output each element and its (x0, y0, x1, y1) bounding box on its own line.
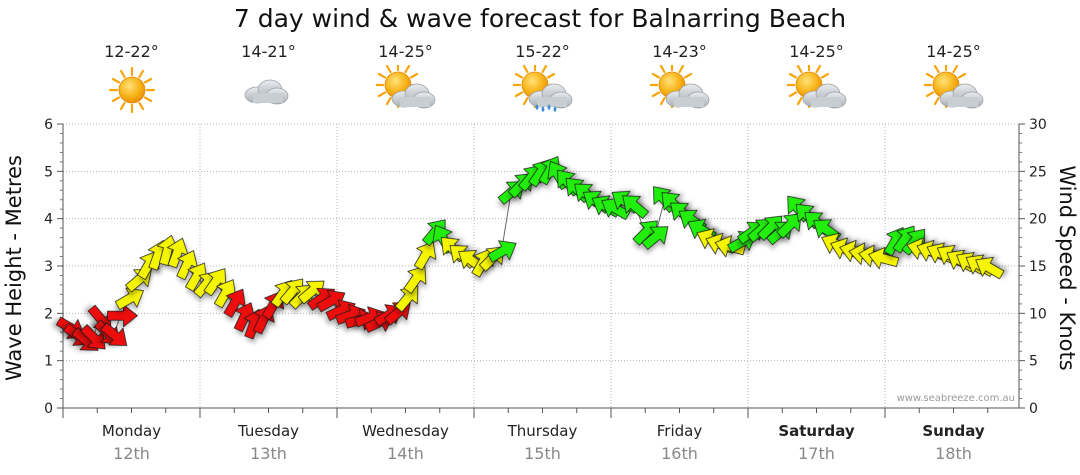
wind-arrow-point (487, 240, 517, 263)
x-day-name: Friday (657, 422, 703, 440)
x-day-name: Wednesday (362, 422, 449, 440)
y-tick-label-left: 2 (44, 306, 53, 322)
wind-arrow-point (622, 195, 649, 220)
sunny-icon (108, 66, 155, 114)
chart-title: 7 day wind & wave forecast for Balnarrin… (233, 4, 847, 33)
wind-arrow-point (100, 322, 128, 346)
y-axis-left-label: Wave Height - Metres (2, 155, 26, 381)
x-day-date: 12th (113, 444, 150, 463)
credit-watermark: www.seabreeze.com.au (897, 393, 1015, 404)
x-day-date: 15th (524, 444, 561, 463)
wind-arrow-point (975, 256, 1005, 280)
y-tick-label-left: 6 (44, 117, 53, 133)
wind-arrow-point (776, 213, 802, 239)
x-day-name: Saturday (778, 422, 855, 440)
x-day-date: 14th (387, 444, 424, 463)
x-day-name: Monday (102, 422, 161, 440)
y-tick-label-right: 0 (1029, 401, 1038, 417)
forecast-day-header: 14-21° (209, 42, 329, 115)
wind-arrow-point (403, 265, 427, 294)
partly-cloudy-icon (923, 65, 983, 109)
y-tick-label-right: 25 (1029, 164, 1047, 180)
wind-arrow-point (114, 287, 144, 310)
cloudy-icon (244, 79, 288, 105)
x-day-name: Tuesday (237, 422, 299, 440)
x-day-name: Sunday (922, 422, 985, 440)
y-tick-label-right: 15 (1029, 259, 1047, 275)
forecast-day-header: 14-23° (620, 42, 740, 115)
x-day-date: 18th (935, 444, 972, 463)
forecast-day-header: 12-22° (72, 42, 192, 115)
y-tick-label-left: 0 (44, 401, 53, 417)
temperature-range: 14-21° (241, 42, 296, 61)
y-tick-label-left: 1 (44, 354, 53, 370)
partly-cloudy-icon (786, 65, 846, 109)
temperature-range: 14-25° (789, 42, 844, 61)
x-day-name: Thursday (507, 422, 578, 440)
forecast-day-header: 14-25° (894, 42, 1014, 115)
y-tick-label-right: 10 (1029, 306, 1047, 322)
x-day-date: 16th (661, 444, 698, 463)
forecast-day-header: 15-22° (483, 42, 603, 115)
y-tick-label-left: 3 (44, 259, 53, 275)
y-tick-label-right: 5 (1029, 354, 1038, 370)
temperature-range: 14-25° (378, 42, 433, 61)
y-tick-label-right: 30 (1029, 117, 1047, 133)
y-tick-label-right: 20 (1029, 212, 1047, 228)
showers-icon (512, 65, 572, 112)
wind-arrow-point (868, 247, 900, 270)
y-tick-label-left: 4 (44, 212, 53, 228)
temperature-range: 15-22° (515, 42, 570, 61)
wind-arrow-point (413, 241, 437, 271)
x-day-date: 13th (250, 444, 287, 463)
temperature-range: 12-22° (104, 42, 159, 61)
wind-arrow-point (641, 226, 669, 250)
forecast-day-header: 14-25° (757, 42, 877, 115)
partly-cloudy-icon (649, 65, 709, 109)
x-day-date: 17th (798, 444, 835, 463)
partly-cloudy-icon (375, 65, 435, 109)
temperature-range: 14-23° (652, 42, 707, 61)
y-tick-label-left: 5 (44, 164, 53, 180)
forecast-day-header: 14-25° (346, 42, 466, 115)
y-axis-right-label: Wind Speed - Knots (1055, 165, 1079, 370)
temperature-range: 14-25° (926, 42, 981, 61)
